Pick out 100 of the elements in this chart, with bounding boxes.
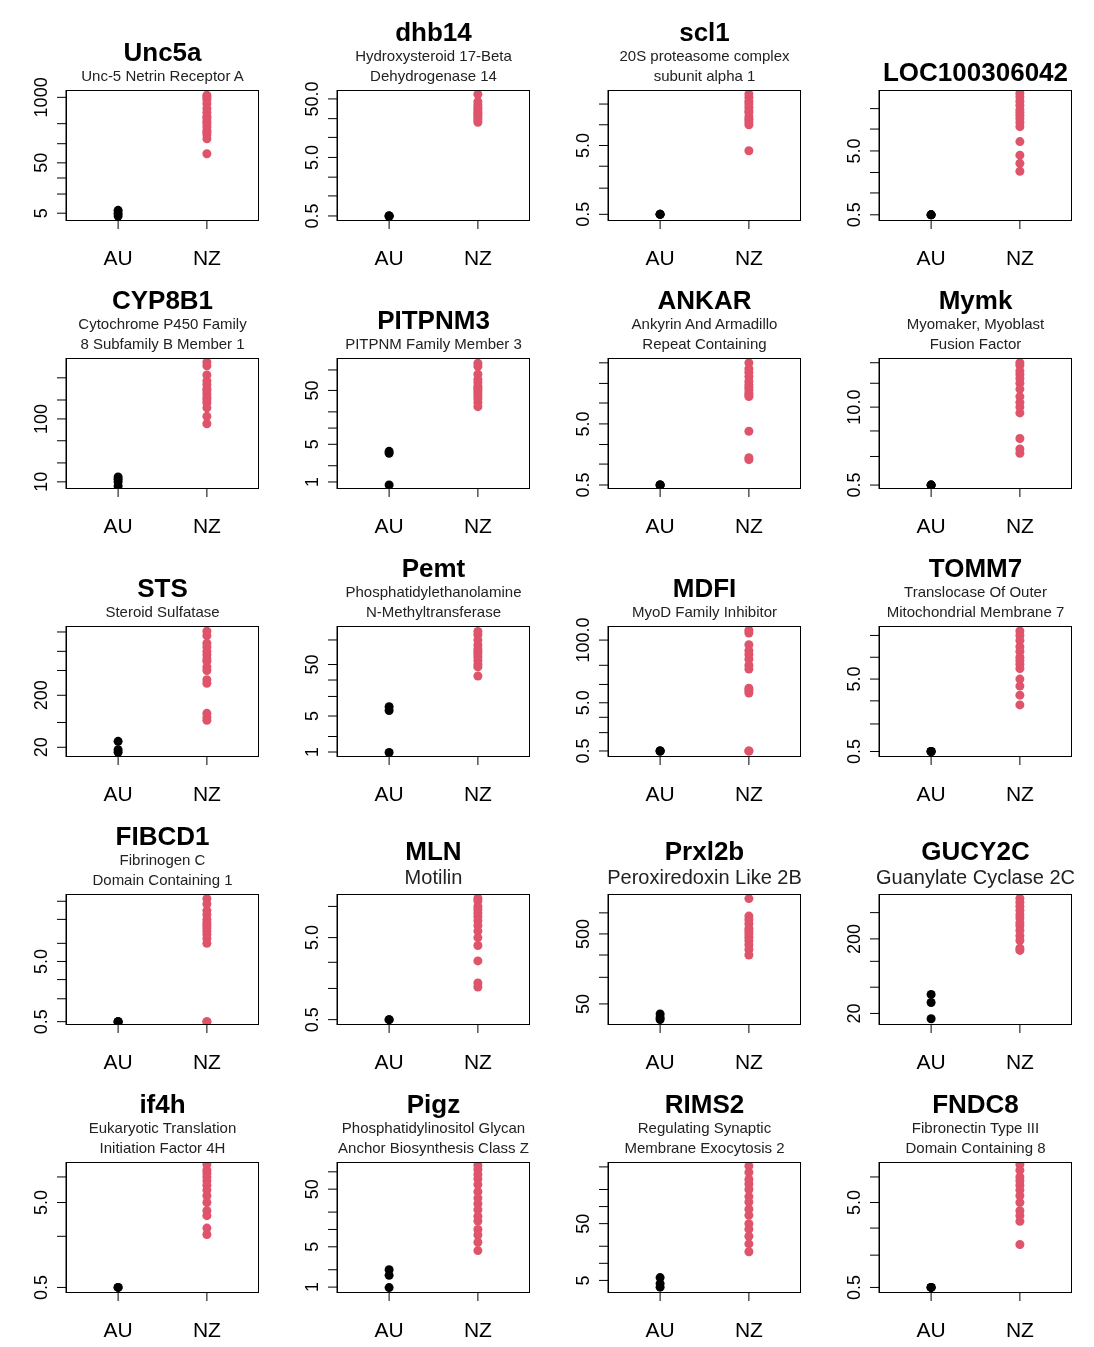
x-tick-label: AU: [103, 1050, 133, 1073]
chart-subtitle: Myomaker, Myoblast Fusion Factor: [906, 314, 1045, 354]
chart-subtitle: Translocase Of Outer Mitochondrial Membrane 7: [886, 582, 1065, 622]
chart-subtitle: Phosphatidylinositol Glycan Anchor Biosynthesis Class Z: [338, 1118, 529, 1158]
chart-subtitle: Motilin: [404, 865, 463, 890]
chart-subtitle: Fibronectin Type III Domain Containing 8: [905, 1118, 1046, 1158]
chart-subtitle: Ankyrin And Armadillo Repeat Containing: [631, 314, 778, 354]
y-tick-label: 0.5: [31, 1009, 51, 1035]
y-tick-label: 50: [573, 1213, 593, 1234]
x-tick-label: NZ: [1005, 1318, 1035, 1341]
x-tick-label: AU: [645, 1050, 675, 1073]
x-tick-label: AU: [374, 246, 404, 269]
x-tick-label: AU: [916, 246, 946, 269]
y-tick-label: 1: [302, 747, 322, 758]
chart-subtitle: Unc-5 Netrin Receptor A: [81, 66, 244, 86]
x-tick-label: AU: [916, 782, 946, 805]
x-tick-label: AU: [645, 782, 675, 805]
y-tick-label: 1: [302, 476, 322, 487]
chart-subtitle: 20S proteasome complex subunit alpha 1: [619, 46, 790, 86]
y-tick-label: 0.5: [573, 201, 593, 227]
chart-subtitle: Fibrinogen C Domain Containing 1: [92, 850, 233, 890]
chart-title: PITPNM3: [377, 305, 490, 335]
x-tick-label: NZ: [192, 1318, 222, 1341]
y-tick-label: 10: [31, 471, 51, 492]
chart-subtitle: Phosphatidylethanolamine N-Methyltransferase: [345, 582, 522, 622]
x-tick-label: AU: [645, 514, 675, 537]
chart-title: Unc5a: [123, 37, 202, 67]
y-tick-label: 5: [302, 711, 322, 722]
x-tick-label: NZ: [463, 1318, 493, 1341]
x-tick-label: NZ: [734, 514, 764, 537]
y-tick-label: 5: [302, 439, 322, 450]
x-tick-label: NZ: [734, 1050, 764, 1073]
chart-title: STS: [137, 573, 188, 603]
y-tick-label: 5.0: [844, 1190, 864, 1216]
chart-subtitle: Peroxiredoxin Like 2B: [607, 865, 802, 890]
x-tick-label: NZ: [463, 246, 493, 269]
y-tick-label: 50: [31, 152, 51, 173]
y-tick-label: 0.5: [844, 202, 864, 228]
chart-subtitle: Eukaryotic Translation Initiation Factor 4H: [88, 1118, 237, 1158]
y-tick-label: 5.0: [31, 948, 51, 974]
x-tick-label: AU: [374, 1050, 404, 1073]
y-tick-label: 0.5: [573, 738, 593, 764]
y-tick-label: 100.0: [573, 617, 593, 663]
y-tick-label: 200: [31, 680, 51, 711]
x-tick-label: NZ: [463, 782, 493, 805]
y-tick-label: 100: [31, 403, 51, 434]
chart-title: FNDC8: [932, 1089, 1019, 1119]
y-tick-label: 1000: [31, 77, 51, 118]
y-tick-label: 0.5: [844, 739, 864, 765]
x-tick-label: NZ: [1005, 782, 1035, 805]
x-tick-label: AU: [916, 1318, 946, 1341]
y-tick-label: 50: [302, 1179, 322, 1200]
y-tick-label: 5.0: [573, 132, 593, 159]
x-tick-label: NZ: [192, 1050, 222, 1073]
x-tick-label: AU: [916, 514, 946, 537]
chart-subtitle: Hydroxysteroid 17-Beta Dehydrogenase 14: [355, 46, 512, 86]
x-tick-label: AU: [374, 782, 404, 805]
y-tick-label: 5.0: [302, 925, 322, 951]
y-tick-label: 5: [31, 208, 51, 219]
y-tick-label: 0.5: [573, 472, 593, 498]
y-tick-label: 50: [302, 654, 322, 675]
x-tick-label: AU: [103, 782, 133, 805]
y-tick-label: 0.5: [31, 1274, 51, 1300]
y-tick-label: 0.5: [302, 1007, 322, 1033]
y-tick-label: 5.0: [302, 144, 322, 170]
y-tick-label: 0.5: [302, 203, 322, 229]
x-tick-label: NZ: [192, 246, 222, 269]
chart-subtitle: Steroid Sulfatase: [105, 602, 220, 622]
chart-subtitle: PITPNM Family Member 3: [345, 334, 522, 354]
x-tick-label: AU: [916, 1050, 946, 1073]
y-tick-label: 5: [573, 1275, 593, 1286]
x-tick-label: AU: [374, 1318, 404, 1341]
x-tick-label: NZ: [1005, 246, 1035, 269]
chart-title: RIMS2: [664, 1089, 745, 1119]
x-tick-label: NZ: [1005, 514, 1035, 537]
chart-subtitle: Regulating Synaptic Membrane Exocytosis 2: [624, 1118, 785, 1158]
y-tick-label: 200: [844, 923, 864, 954]
y-tick-label: 0.5: [844, 472, 864, 498]
y-tick-label: 20: [31, 737, 51, 758]
chart-title: if4h: [139, 1089, 186, 1119]
y-tick-label: 500: [573, 918, 593, 949]
y-tick-label: 5.0: [844, 666, 864, 692]
chart-subtitle: Cytochrome P450 Family 8 Subfamily B Member 1: [78, 314, 247, 354]
chart-title: TOMM7: [928, 553, 1023, 583]
x-tick-label: AU: [374, 514, 404, 537]
x-tick-label: AU: [103, 514, 133, 537]
y-tick-label: 20: [844, 1003, 864, 1024]
chart-title: Pemt: [401, 553, 466, 583]
chart-title: Pigz: [406, 1089, 461, 1119]
y-tick-label: 5.0: [573, 690, 593, 716]
chart-title: Mymk: [938, 285, 1013, 315]
x-tick-label: NZ: [463, 514, 493, 537]
y-tick-label: 50: [573, 993, 593, 1014]
y-tick-label: 5.0: [844, 138, 864, 164]
chart-title: dhb14: [395, 17, 472, 47]
x-tick-label: AU: [645, 246, 675, 269]
chart-title: LOC100306042: [882, 57, 1069, 87]
chart-title: ANKAR: [657, 285, 752, 315]
x-tick-label: NZ: [192, 514, 222, 537]
y-tick-label: 10.0: [844, 389, 864, 425]
